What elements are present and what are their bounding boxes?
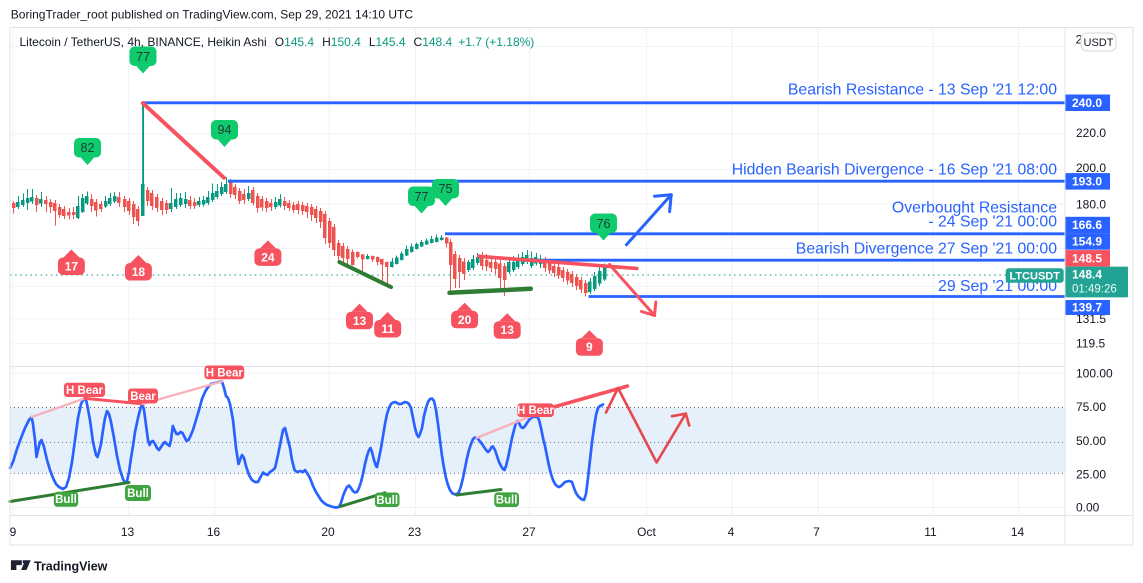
- svg-text:11: 11: [924, 525, 937, 539]
- svg-text:13: 13: [353, 314, 367, 328]
- svg-text:200.0: 200.0: [1076, 161, 1106, 175]
- svg-text:25.00: 25.00: [1076, 468, 1106, 482]
- svg-text:131.5: 131.5: [1076, 312, 1106, 326]
- svg-text:Bearish Resistance - 13 Sep '2: Bearish Resistance - 13 Sep '21 12:00: [788, 82, 1057, 99]
- svg-text:Bearish Divergence 27 Sep '21: Bearish Divergence 27 Sep '21 00:00: [796, 241, 1057, 258]
- svg-text:2: 2: [1076, 33, 1083, 47]
- svg-text:20: 20: [321, 525, 335, 539]
- svg-text:BoringTrader_root published on: BoringTrader_root published on TradingVi…: [11, 8, 414, 22]
- svg-text:USDT: USDT: [1084, 37, 1114, 49]
- svg-text:100.00: 100.00: [1076, 367, 1113, 381]
- svg-text:Bull: Bull: [127, 488, 149, 500]
- svg-text:9: 9: [586, 340, 593, 354]
- svg-text:27: 27: [522, 525, 536, 539]
- svg-text:94: 94: [218, 123, 232, 137]
- svg-text:Hidden Bearish Divergence - 16: Hidden Bearish Divergence - 16 Sep '21 0…: [732, 162, 1058, 179]
- svg-text:01:49:26: 01:49:26: [1072, 284, 1117, 296]
- svg-text:11: 11: [381, 322, 394, 336]
- svg-text:24: 24: [261, 250, 275, 264]
- svg-text:TradingView: TradingView: [34, 560, 108, 574]
- svg-text:23: 23: [408, 525, 422, 539]
- svg-text:50.00: 50.00: [1076, 434, 1106, 448]
- svg-text:Overbought Resistance: Overbought Resistance: [892, 200, 1057, 217]
- svg-text:119.5: 119.5: [1076, 337, 1105, 351]
- svg-text:H Bear: H Bear: [206, 367, 244, 379]
- svg-text:166.6: 166.6: [1072, 218, 1102, 232]
- svg-text:0.00: 0.00: [1076, 501, 1100, 515]
- svg-text:H Bear: H Bear: [517, 405, 555, 417]
- svg-text:76: 76: [597, 217, 611, 231]
- svg-text:H Bear: H Bear: [66, 385, 104, 397]
- svg-text:9: 9: [10, 525, 17, 539]
- svg-text:14: 14: [1011, 525, 1025, 539]
- svg-text:18: 18: [132, 265, 146, 279]
- svg-text:148.4: 148.4: [1072, 268, 1102, 282]
- svg-text:139.7: 139.7: [1072, 301, 1102, 315]
- svg-text:4: 4: [728, 525, 735, 539]
- svg-text:193.0: 193.0: [1072, 175, 1102, 189]
- svg-text:Bull: Bull: [496, 495, 518, 507]
- svg-text:180.0: 180.0: [1076, 198, 1106, 212]
- svg-text:13: 13: [501, 323, 515, 337]
- svg-text:17: 17: [65, 259, 79, 273]
- svg-text:77: 77: [136, 50, 150, 64]
- svg-text:240.0: 240.0: [1072, 96, 1102, 110]
- svg-text:LTCUSDT: LTCUSDT: [1009, 271, 1060, 283]
- svg-text:77: 77: [415, 190, 429, 204]
- svg-text:154.9: 154.9: [1072, 235, 1102, 249]
- svg-text:75: 75: [439, 182, 453, 196]
- svg-text:13: 13: [121, 525, 135, 539]
- svg-text:Bull: Bull: [55, 494, 77, 506]
- svg-text:20: 20: [458, 313, 472, 327]
- svg-text:Bear: Bear: [130, 391, 156, 403]
- svg-text:75.00: 75.00: [1076, 400, 1106, 414]
- svg-text:- 24 Sep '21 00:00: - 24 Sep '21 00:00: [928, 214, 1057, 231]
- svg-text:7: 7: [813, 525, 820, 539]
- svg-text:16: 16: [207, 525, 221, 539]
- svg-text:220.0: 220.0: [1076, 126, 1106, 140]
- svg-text:Bull: Bull: [376, 495, 398, 507]
- svg-text:82: 82: [81, 141, 95, 155]
- svg-text:Oct: Oct: [637, 525, 656, 539]
- svg-text:148.5: 148.5: [1072, 252, 1102, 266]
